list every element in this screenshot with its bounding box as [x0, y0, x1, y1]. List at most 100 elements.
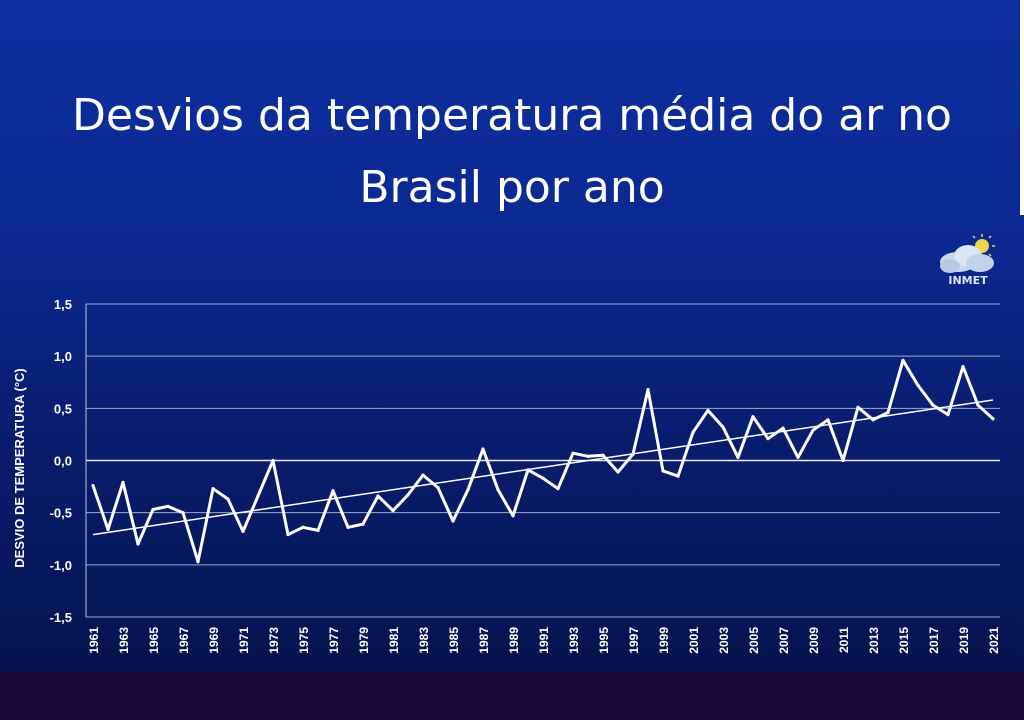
data-point	[991, 417, 995, 421]
data-point	[331, 489, 335, 493]
x-tick-label: 2007	[777, 627, 791, 654]
x-tick-label: 1977	[327, 627, 341, 654]
x-tick-label: 2017	[927, 627, 941, 654]
data-point	[736, 455, 740, 459]
x-tick-label: 2019	[957, 627, 971, 654]
data-point	[496, 488, 500, 492]
data-point	[346, 525, 350, 529]
y-tick-label: 0,0	[54, 454, 72, 469]
data-point	[376, 494, 380, 498]
trend-line	[92, 399, 994, 536]
data-point	[781, 426, 785, 430]
slide-title: Desvios da temperatura média do ar no Br…	[0, 80, 1024, 224]
data-point	[631, 452, 635, 456]
data-point	[811, 428, 815, 432]
data-point	[676, 474, 680, 478]
data-point	[691, 430, 695, 434]
y-tick-label: -1,5	[50, 610, 72, 625]
x-tick-label: 1965	[147, 627, 161, 654]
cloud-sun-icon	[940, 234, 995, 273]
data-point	[256, 494, 260, 498]
y-axis-label: DESVIO DE TEMPERATURA (°C)	[12, 368, 27, 567]
data-point	[121, 480, 125, 485]
data-point	[421, 473, 425, 477]
title-line-1: Desvios da temperatura média do ar no	[72, 90, 952, 141]
data-point	[181, 511, 185, 515]
x-tick-label: 1999	[657, 627, 671, 654]
x-tick-label: 1987	[477, 627, 491, 654]
data-point	[526, 468, 530, 472]
x-tick-label: 2009	[807, 627, 821, 654]
data-point	[751, 415, 755, 419]
data-point	[706, 408, 710, 413]
data-point	[646, 387, 650, 392]
title-line-2: Brasil por ano	[359, 162, 665, 213]
x-tick-label: 1985	[447, 627, 461, 654]
data-point	[916, 383, 920, 387]
data-point	[406, 493, 410, 497]
x-tick-label: 1973	[267, 627, 281, 654]
x-tick-label: 1989	[507, 627, 521, 654]
x-tick-label: 1995	[597, 627, 611, 654]
x-tick-label: 2001	[687, 627, 701, 654]
data-point	[946, 412, 950, 417]
data-point	[196, 560, 200, 564]
data-point	[511, 514, 515, 518]
y-tick-label: 0,5	[54, 401, 72, 416]
data-point	[361, 522, 365, 526]
data-point	[616, 470, 620, 474]
x-tick-label: 1969	[207, 627, 221, 654]
data-point	[871, 418, 875, 422]
x-tick-label: 2003	[717, 627, 731, 654]
x-tick-label: 1991	[537, 627, 551, 654]
inmet-logo: INMET	[934, 232, 1002, 292]
data-point	[886, 410, 890, 415]
data-point	[856, 405, 860, 409]
x-tick-label: 1979	[357, 627, 371, 654]
data-point	[586, 454, 590, 458]
data-point	[826, 418, 830, 422]
slide-edge	[1020, 0, 1024, 215]
data-point	[91, 483, 95, 488]
data-point	[166, 504, 170, 509]
data-point	[271, 458, 275, 463]
data-point	[976, 403, 980, 407]
y-tick-label: -1,0	[50, 558, 72, 573]
x-tick-label: 1967	[177, 627, 191, 654]
x-tick-label: 2011	[837, 627, 851, 653]
x-tick-label: 1971	[237, 627, 251, 654]
x-tick-label: 1981	[387, 627, 401, 654]
x-tick-label: 1961	[87, 627, 101, 654]
x-tick-label: 2005	[747, 627, 761, 654]
data-point	[841, 458, 845, 463]
data-point	[316, 528, 320, 533]
logo-label: INMET	[948, 274, 988, 287]
x-tick-label: 1975	[297, 627, 311, 654]
data-point	[451, 519, 455, 523]
y-tick-label: 1,0	[54, 349, 72, 364]
data-point	[211, 487, 215, 491]
y-tick-label: 1,5	[54, 297, 72, 312]
data-point	[106, 527, 110, 531]
data-point	[556, 487, 560, 491]
data-point	[286, 532, 290, 537]
x-tick-label: 1993	[567, 627, 581, 654]
data-point	[241, 529, 245, 534]
data-point	[931, 403, 935, 407]
x-tick-label: 2021	[987, 627, 1001, 654]
x-tick-label: 1983	[417, 627, 431, 654]
data-point	[541, 476, 545, 480]
data-point	[766, 436, 770, 441]
data-point	[721, 425, 725, 429]
x-tick-label: 2015	[897, 627, 911, 654]
y-tick-label: -0,5	[50, 506, 72, 521]
data-point	[661, 469, 665, 473]
data-point	[796, 455, 800, 459]
data-point	[226, 497, 230, 501]
x-tick-label: 1963	[117, 627, 131, 654]
data-point	[466, 488, 470, 492]
x-tick-label: 1997	[627, 627, 641, 654]
data-point	[601, 453, 605, 457]
data-point	[391, 508, 395, 513]
